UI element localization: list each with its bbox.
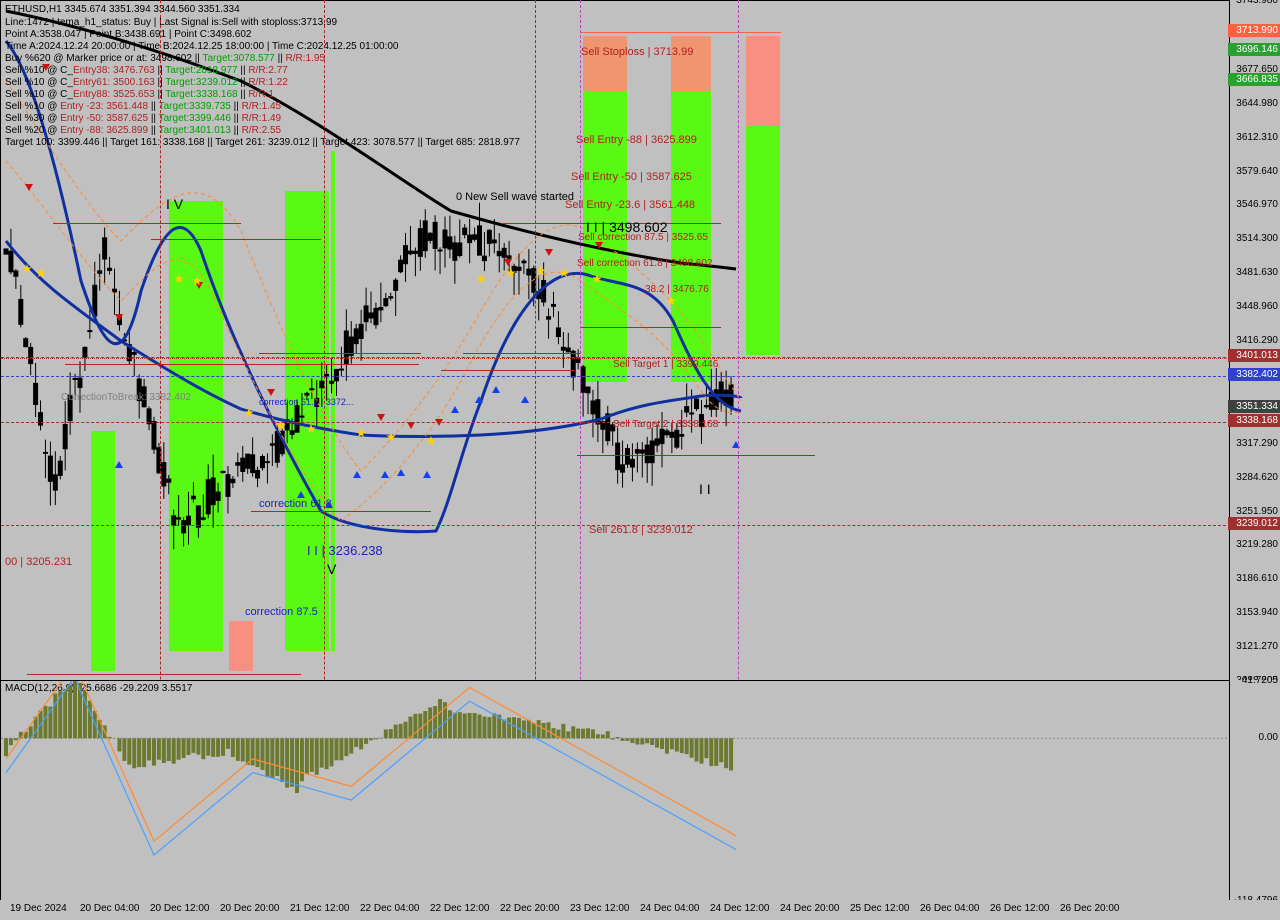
price-tag: 3338.168 [1228,414,1280,427]
y-tick-label: 3743.980 [1236,0,1278,6]
horizontal-level [581,32,781,33]
chart-label: I I | 3498.602 [586,219,667,235]
price-tag: 3351.334 [1228,400,1280,413]
y-tick-label: 3251.950 [1236,506,1278,517]
x-tick-label: 24 Dec 12:00 [710,903,770,914]
y-tick-label: 3121.270 [1236,641,1278,652]
chart-label: Sell Target 2 | 3338.168 [613,419,718,430]
y-tick-label: 3186.610 [1236,573,1278,584]
x-tick-label: 22 Dec 20:00 [500,903,560,914]
resistance-line [27,674,301,675]
chart-label: correction 61.8 [259,498,332,510]
chart-label: Sell Entry -88 | 3625.899 [576,134,697,146]
info-line: Sell %10 @ Entry -23: 3561.448 || Target… [5,101,281,112]
chart-label: 00 | 3205.231 [5,556,72,568]
info-line: Buy %620 @ Marker price or at: 3498.602 … [5,53,325,64]
x-tick-label: 22 Dec 04:00 [360,903,420,914]
chart-label: I V [166,196,183,212]
resistance-line [577,455,815,456]
y-tick-label: 3514.300 [1236,233,1278,244]
y-tick-label: 3153.940 [1236,607,1278,618]
resistance-line [441,370,575,371]
chart-label: Sell Target 1 | 3399.446 [613,359,718,370]
price-tag: 3666.835 [1228,73,1280,86]
x-tick-label: 25 Dec 12:00 [850,903,910,914]
y-tick-label: 3579.640 [1236,166,1278,177]
x-tick-label: 20 Dec 04:00 [80,903,140,914]
x-tick-label: 24 Dec 04:00 [640,903,700,914]
price-y-axis: 3743.9803710.9903696.1463677.6503666.835… [1229,0,1280,680]
info-line: Sell %10 @ C_Entry38: 3476.763 || Target… [5,65,288,76]
chart-label: I I [699,481,711,497]
macd-y-tick: 41.7205 [1242,675,1278,686]
y-tick-label: 3546.970 [1236,199,1278,210]
y-tick-label: 3416.290 [1236,335,1278,346]
price-tag: 3713.990 [1228,24,1280,37]
chart-label: CorrectionToBreak: 3382.402 [61,392,191,403]
chart-label: Sell correction 61.8 | 3498.602 [577,258,712,269]
price-tag: 3696.146 [1228,43,1280,56]
chart-title: ETHUSD,H1 3345.674 3351.394 3344.560 335… [5,4,240,15]
macd-svg [1,681,1231,901]
chart-label: Sell 261.8 | 3239.012 [589,524,693,536]
x-tick-label: 23 Dec 12:00 [570,903,630,914]
chart-label: Sell Entry -23.6 | 3561.448 [565,199,695,211]
resistance-line [259,353,421,354]
chart-label: Sell Stoploss | 3713.99 [581,46,693,58]
resistance-line [251,511,431,512]
chart-label: correction 87.5 [245,606,318,618]
y-tick-label: 3317.290 [1236,438,1278,449]
resistance-line [151,239,321,240]
x-tick-label: 26 Dec 20:00 [1060,903,1120,914]
y-tick-label: 3448.960 [1236,301,1278,312]
macd-y-tick: 0.00 [1259,732,1278,743]
macd-panel: MACD(12,26,9) -25.6686 -29.2209 3.5517 [0,680,1232,902]
y-tick-label: 3644.980 [1236,98,1278,109]
resistance-line [65,364,419,365]
y-tick-label: 3284.620 [1236,472,1278,483]
main-chart: I V 00 | 3205.231 correction 61.8 correctio… [0,0,1232,682]
info-line: Line:1472 | tema_h1_status: Buy | Last S… [5,17,337,28]
x-tick-label: 26 Dec 12:00 [990,903,1050,914]
x-tick-label: 26 Dec 04:00 [920,903,980,914]
info-line: Target 100: 3399.446 || Target 161: 3338… [5,137,520,148]
resistance-line [53,223,241,224]
info-line: Point A:3538.047 | Point B:3438.691 | Po… [5,29,252,40]
chart-label: correction 61.2 | 3372... [259,397,353,407]
horizontal-level [1,376,1231,377]
info-line: Sell %10 @ C_Entry88: 3525.653 || Target… [5,89,274,100]
x-tick-label: 20 Dec 20:00 [220,903,280,914]
x-tick-label: 21 Dec 12:00 [290,903,350,914]
chart-label: Sell Entry -50 | 3587.625 [571,171,692,183]
y-tick-label: 3481.630 [1236,267,1278,278]
x-tick-label: 19 Dec 2024 [10,903,67,914]
info-line: Sell %20 @ Entry -88: 3625.899 || Target… [5,125,281,136]
info-line: Sell %10 @ C_Entry61: 3500.163 || Target… [5,77,288,88]
x-tick-label: 20 Dec 12:00 [150,903,210,914]
price-tag: 3382.402 [1228,368,1280,381]
x-tick-label: 24 Dec 20:00 [780,903,840,914]
chart-label: 38.2 | 3476.76 [645,284,709,295]
chart-label: V [327,561,336,577]
x-tick-label: 22 Dec 12:00 [430,903,490,914]
macd-y-axis: 41.72050.00-118.4796 [1229,680,1280,900]
info-line: Sell %30 @ Entry -50: 3587.625 || Target… [5,113,281,124]
y-tick-label: 3219.280 [1236,539,1278,550]
chart-label: 0 New Sell wave started [456,191,574,203]
time-x-axis: 19 Dec 2024 20 Dec 04:00 20 Dec 12:00 20 De… [0,900,1280,920]
resistance-line [463,353,581,354]
resistance-line [581,327,721,328]
price-tag: 3401.013 [1228,349,1280,362]
y-tick-label: 3612.310 [1236,132,1278,143]
chart-label: I I | 3236.238 [307,543,383,558]
info-line: Time A:2024.12.24 20:00:00 | Time B:2024… [5,41,398,52]
price-tag: 3239.012 [1228,517,1280,530]
